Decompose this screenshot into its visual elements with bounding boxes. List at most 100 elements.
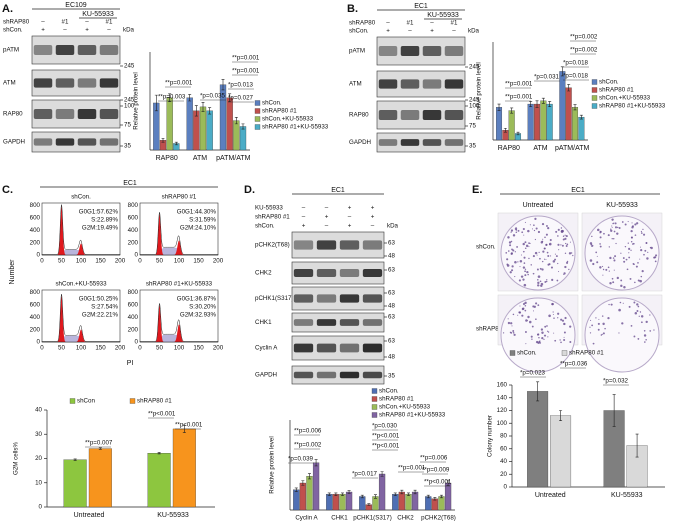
colony-dot <box>572 254 574 257</box>
flow-x-tick: 100 <box>174 258 185 265</box>
bar <box>206 110 213 151</box>
flow-outline <box>41 294 121 343</box>
colony-dot <box>627 220 629 223</box>
colony-dot <box>539 285 542 287</box>
colony-dot <box>527 273 529 276</box>
error-bar <box>367 503 371 506</box>
significance: *p=0.039 <box>288 456 314 463</box>
colony-dot <box>508 241 512 244</box>
colony-dot <box>599 231 601 233</box>
protein-label: RAP80 <box>3 111 23 118</box>
colony-dot <box>524 247 527 249</box>
colony-dot <box>550 266 554 269</box>
significance: **p<0.001 <box>175 422 203 429</box>
colony-dot <box>549 238 552 242</box>
colony-dot <box>609 282 612 285</box>
colony-dot <box>629 277 632 280</box>
legend-label: shCon. <box>379 388 399 395</box>
y-axis-label: Colony number <box>487 415 494 457</box>
legend-swatch <box>371 388 378 394</box>
blot-band <box>293 294 314 303</box>
error-bar <box>439 494 443 499</box>
legend-swatch <box>591 87 598 93</box>
treatment-sign: + <box>430 28 434 35</box>
bar <box>312 462 320 511</box>
flow-stat: S:30.20% <box>189 304 216 311</box>
significance: *p=0.030 <box>372 423 398 430</box>
error-bar <box>373 494 377 499</box>
colony-dot <box>614 222 617 225</box>
treatment-sign: – <box>348 214 352 221</box>
flow-x-tick: 0 <box>40 258 44 265</box>
legend-label: shCon. <box>262 100 282 107</box>
colony-dot <box>636 310 639 313</box>
blot-band <box>55 108 75 120</box>
bar <box>392 494 399 511</box>
significance: **p=0.002 <box>570 34 598 41</box>
colony-dot <box>566 243 569 246</box>
colony-dot <box>605 268 608 271</box>
colony-dot <box>518 279 521 282</box>
colony-dot <box>643 233 646 236</box>
colony-dot <box>599 245 602 248</box>
colony-dot <box>592 262 595 266</box>
colony-dot <box>640 315 644 318</box>
flow-x-tick: 50 <box>58 258 65 265</box>
colony-dot <box>529 242 531 244</box>
treatment-sign: – <box>386 20 390 27</box>
colony-dot <box>512 234 516 237</box>
flow-stat: G0G1:50.25% <box>79 296 119 303</box>
colony-dot <box>596 228 600 232</box>
colony-dot <box>622 257 625 260</box>
colony-dot <box>510 331 513 334</box>
colony-dot <box>522 242 525 246</box>
flow-y-label: Number <box>9 259 16 285</box>
significance: *p=0.031 <box>534 74 560 81</box>
blot-band <box>77 78 97 88</box>
bar <box>527 103 534 141</box>
colony-dot <box>621 221 624 223</box>
colony-dot <box>628 247 631 251</box>
flow-outline <box>139 303 219 343</box>
legend-label: shRAP80 #1 <box>379 396 414 403</box>
significance: **p=0.036 <box>560 361 588 368</box>
colony-dot <box>591 324 594 327</box>
colony-dot <box>536 254 538 256</box>
error-bar <box>446 480 450 486</box>
colony-dot <box>562 238 565 241</box>
error-bar <box>98 447 102 450</box>
colony-dot <box>625 258 628 261</box>
mw-marker: 63 <box>388 314 395 321</box>
colony-dot <box>608 246 610 248</box>
blot-band <box>339 343 360 353</box>
protein-label: pCHK2(T68) <box>255 242 290 249</box>
colony-dot <box>607 234 610 237</box>
colony-dot <box>554 258 557 261</box>
protein-label: GAPDH <box>349 139 371 146</box>
blot-band <box>33 108 53 120</box>
colony-dot <box>623 285 626 289</box>
colony-dot <box>537 275 541 278</box>
colony-dot <box>537 284 540 287</box>
x-tick-label: pATM/ATM <box>216 155 251 162</box>
blot-band <box>316 343 337 353</box>
colony-dot <box>546 279 548 281</box>
colony-dot <box>546 325 548 327</box>
colony-dot <box>532 272 535 275</box>
colony-dot <box>599 243 601 245</box>
legend-swatch <box>129 398 136 404</box>
blot-band <box>77 138 97 146</box>
colony-dot <box>524 301 527 305</box>
error-bar <box>327 492 331 496</box>
colony-dot <box>601 265 604 268</box>
flow-stat: G0G1:44.30% <box>177 209 217 216</box>
colony-dot <box>637 338 640 340</box>
flow-y-tick: 800 <box>30 289 41 296</box>
treatment-label: shRAP80 #1 <box>255 214 290 221</box>
colony-dot <box>611 238 613 240</box>
colony-dot <box>532 310 534 312</box>
flow-x-tick: 200 <box>115 345 126 352</box>
legend-swatch <box>69 398 76 404</box>
y-tick-label: 40 <box>35 407 42 414</box>
